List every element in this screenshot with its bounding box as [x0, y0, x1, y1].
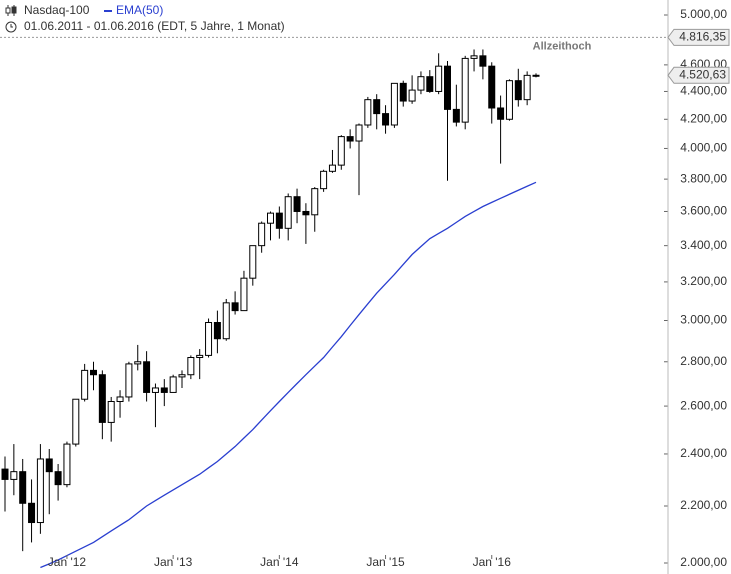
candle-body [63, 443, 71, 486]
chart-title: Nasdaq-100 [24, 3, 90, 17]
y-tick-label: 2.200,00 [680, 498, 727, 512]
candle-body [514, 80, 522, 101]
plot-area [1, 49, 540, 569]
candle-body [337, 136, 345, 166]
candle-body [1, 468, 9, 480]
candle-body [72, 398, 80, 445]
candle-body [54, 471, 62, 486]
candle-body [355, 124, 363, 142]
last-price-badge [667, 66, 730, 84]
y-tick-label: 3.000,00 [680, 313, 727, 327]
candle-body [328, 164, 336, 172]
y-tick-label: 3.800,00 [680, 171, 727, 185]
candle-body [107, 401, 115, 423]
ema-line [40, 181, 537, 569]
candle-body [461, 57, 469, 123]
all-time-high-label: 4.816,35 [679, 30, 726, 44]
y-tick-label: 2.400,00 [680, 446, 727, 460]
candle-body [45, 458, 53, 473]
candle-body [267, 212, 274, 224]
candle-body [196, 354, 204, 359]
candle-body [160, 387, 168, 393]
candle-body [390, 82, 398, 126]
candle-body [346, 136, 354, 142]
candle-body [452, 108, 460, 123]
candle-body [532, 74, 540, 77]
candle-body [408, 89, 416, 102]
y-tick-label: 3.400,00 [680, 238, 727, 252]
x-tick-label: Jan '16 [473, 555, 512, 569]
candle-body [36, 458, 44, 524]
candle-body [417, 76, 425, 91]
y-tick-label: 2.800,00 [680, 354, 727, 368]
candle-body [293, 196, 301, 212]
candle-body [373, 99, 381, 115]
candle-body [364, 99, 372, 126]
legend-label: EMA(50) [116, 3, 163, 17]
candle-body [187, 357, 195, 376]
candle-body [275, 212, 283, 229]
candle-body [222, 302, 230, 340]
y-tick-label: 2.000,00 [680, 555, 727, 569]
last-price-label: 4.520,63 [679, 67, 726, 81]
candle-body [311, 188, 319, 216]
candle-body [151, 387, 159, 393]
candle-body [125, 363, 133, 398]
candle-body [426, 76, 434, 92]
y-tick-label: 3.200,00 [680, 274, 727, 288]
candle-body [444, 65, 451, 110]
x-tick-label: Jan '14 [260, 555, 299, 569]
candle-body [523, 74, 531, 101]
candle-body [231, 302, 239, 312]
candle-body [19, 471, 27, 504]
instrument-icon [5, 5, 17, 16]
candle-body [488, 65, 496, 109]
y-tick-label: 4.400,00 [680, 84, 727, 98]
x-tick-label: Jan '15 [366, 555, 405, 569]
candle-body [169, 376, 177, 393]
all-time-high-badge [667, 28, 730, 46]
candle-body [497, 107, 505, 120]
x-tick-label: Jan '12 [48, 555, 87, 569]
candle-body [399, 82, 407, 102]
candle-body [205, 322, 213, 356]
candle-body [178, 374, 186, 378]
annotation: Allzeithoch [533, 40, 592, 52]
candle-body [479, 55, 487, 67]
candle-body [249, 245, 257, 279]
candle-body [470, 55, 478, 59]
candle-body [435, 65, 443, 92]
candle-body [98, 374, 106, 423]
candle-body [213, 322, 221, 340]
candle-body [10, 471, 18, 480]
candle-body [505, 80, 513, 120]
clock-icon [5, 21, 17, 33]
candle-body [134, 361, 142, 365]
y-tick-label: 3.600,00 [680, 204, 727, 218]
candle-body [320, 170, 328, 190]
candle-body [302, 210, 310, 216]
chart-subtitle: 01.06.2011 - 01.06.2016 (EDT, 5 Jahre, 1… [24, 19, 285, 33]
candle-body [240, 277, 248, 312]
y-tick-label: 4.000,00 [680, 141, 727, 155]
y-tick-label: 4.200,00 [680, 111, 727, 125]
candle-body [284, 196, 292, 229]
candle-body [382, 113, 390, 126]
candle-body [81, 369, 89, 400]
y-tick-label: 2.600,00 [680, 398, 727, 412]
candle-body [143, 361, 151, 393]
candle-body [116, 396, 124, 403]
candle-body [258, 222, 266, 247]
candle-body [28, 502, 36, 524]
y-tick-label: 5.000,00 [680, 7, 727, 21]
x-tick-label: Jan '13 [154, 555, 193, 569]
candle-body [90, 369, 97, 376]
